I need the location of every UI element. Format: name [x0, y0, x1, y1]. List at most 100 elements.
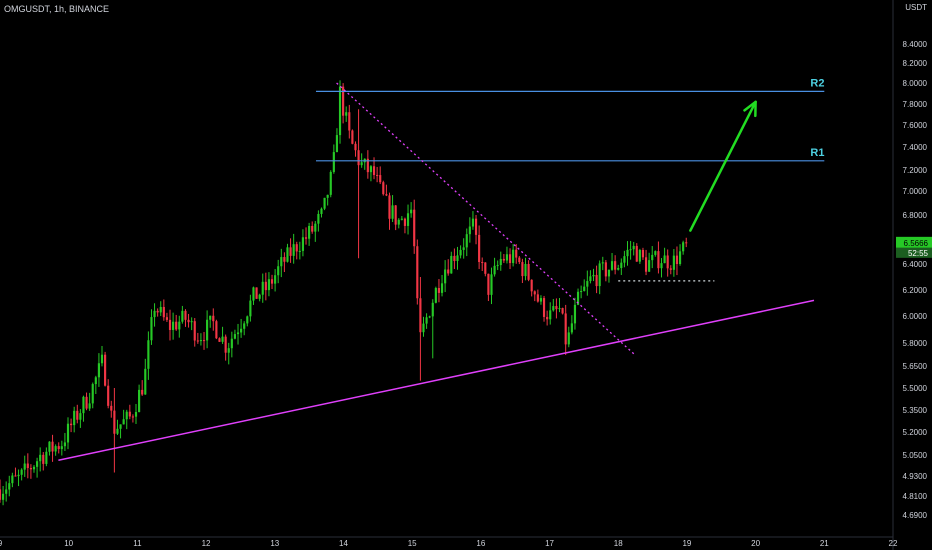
candle-body: [533, 291, 536, 295]
candle-body: [629, 249, 632, 251]
candle-body: [345, 112, 348, 116]
candle-body: [156, 310, 159, 313]
candle-body: [675, 255, 679, 265]
candle-body: [570, 323, 573, 333]
candle-body: [70, 423, 73, 426]
candle-body: [5, 489, 8, 494]
candle-body: [481, 262, 484, 264]
y-tick-label: 5.3500: [903, 406, 928, 415]
candle-body: [598, 263, 601, 287]
candle-body: [134, 412, 138, 417]
candle-body: [357, 150, 360, 166]
candle-body: [159, 306, 162, 313]
candle-body: [663, 255, 666, 264]
x-tick-label: 18: [614, 539, 623, 548]
projection-arrow[interactable]: [689, 100, 757, 232]
candle-body: [168, 319, 172, 330]
candle-body: [332, 152, 335, 172]
candle-body: [502, 258, 505, 261]
y-tick-label: 5.8000: [903, 339, 928, 348]
y-tick-label: 7.2000: [903, 166, 928, 175]
candle-body: [79, 413, 82, 420]
candle-body: [206, 319, 209, 341]
y-tick-label: 6.2000: [903, 286, 928, 295]
candle-body: [97, 363, 100, 378]
candle-body: [243, 323, 246, 329]
candle-body: [73, 410, 76, 426]
candle-body: [317, 213, 320, 224]
candle-body: [190, 321, 193, 323]
candle-body: [536, 294, 539, 302]
candle-body: [292, 244, 295, 256]
candle-body: [45, 451, 48, 464]
y-tick-label: 8.2000: [903, 59, 928, 68]
candle-body: [116, 428, 119, 434]
candle-body: [561, 308, 564, 314]
symbol-title: OMGUSDT, 1h, BINANCE: [4, 4, 110, 14]
candle-body: [576, 291, 580, 305]
candle-body: [632, 245, 635, 250]
candle-body: [261, 281, 264, 295]
y-tick-label: 5.5000: [903, 384, 928, 393]
candle-body: [382, 182, 385, 195]
candle-body: [601, 262, 604, 264]
candle-body: [542, 298, 546, 317]
candle-body: [36, 461, 39, 467]
candle-body: [202, 340, 206, 342]
candle-body: [153, 310, 156, 318]
candle-body: [314, 223, 317, 232]
candle-body: [406, 213, 410, 226]
candle-body: [641, 249, 645, 258]
candle-body: [413, 209, 416, 247]
candle-body: [453, 255, 456, 262]
candle-body: [607, 269, 611, 277]
candle-body: [471, 218, 475, 227]
candle-body: [227, 348, 230, 353]
candle-body: [329, 171, 332, 195]
candle-body: [104, 354, 107, 386]
candle-body: [122, 419, 125, 425]
candle-body: [431, 302, 434, 317]
candle-body: [493, 265, 496, 275]
candle-body: [450, 255, 453, 274]
candle-body: [512, 249, 515, 264]
x-tick-label: 19: [682, 539, 691, 548]
x-tick-label: 11: [133, 539, 142, 548]
candle-body: [246, 316, 249, 324]
candle-body: [385, 194, 388, 196]
support-trendline[interactable]: [58, 299, 815, 461]
candle-body: [172, 321, 175, 330]
candle-body: [379, 175, 382, 183]
candle-body: [26, 463, 29, 469]
candle-body: [638, 249, 641, 262]
candle-body: [567, 332, 570, 345]
candle-body: [298, 250, 301, 252]
candle-body: [348, 112, 351, 131]
candle-body: [657, 251, 660, 269]
candle-body: [592, 274, 595, 277]
candle-body: [376, 174, 379, 176]
candle-body: [530, 279, 533, 292]
candle-body: [410, 209, 413, 214]
candle-body: [515, 249, 518, 258]
candle-body: [233, 334, 237, 339]
dotted-trendline[interactable]: [336, 82, 636, 356]
y-tick-label: 7.4000: [903, 143, 928, 152]
x-tick-label: 12: [202, 539, 211, 548]
candle-body: [178, 321, 181, 330]
candle-body: [82, 396, 85, 414]
y-tick-label: 6.4000: [903, 260, 928, 269]
candle-body: [366, 158, 369, 173]
candle-body: [141, 389, 144, 395]
y-tick-label: 5.2000: [903, 428, 928, 437]
candle-body: [614, 261, 617, 270]
candle-body: [267, 279, 271, 291]
candle-body: [338, 86, 342, 136]
candle-body: [539, 298, 543, 302]
candle-body: [85, 396, 88, 409]
y-tick-label: 7.0000: [903, 187, 928, 196]
candle-body: [651, 254, 654, 261]
candle-body: [623, 256, 626, 263]
current-price-label: 6.5666: [904, 239, 929, 248]
